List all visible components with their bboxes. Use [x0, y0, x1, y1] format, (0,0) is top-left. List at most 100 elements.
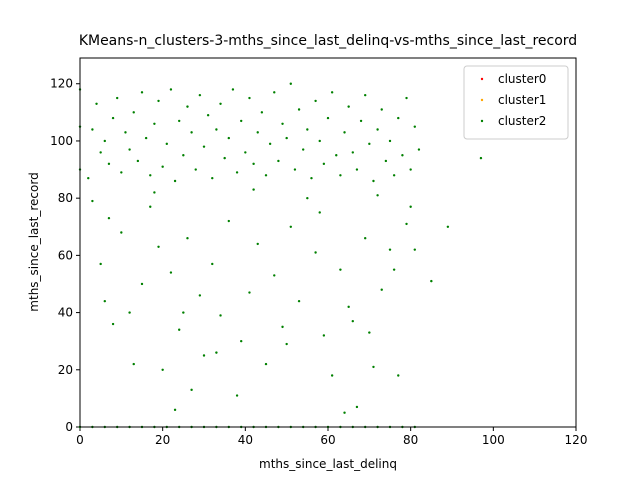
point — [178, 328, 181, 331]
x-tick-label: 100 — [482, 433, 505, 447]
point — [99, 151, 102, 154]
point — [330, 91, 334, 94]
legend-box — [463, 65, 569, 140]
point — [409, 168, 412, 171]
point — [364, 93, 367, 97]
point — [248, 96, 251, 100]
point — [322, 162, 326, 166]
point — [343, 411, 346, 414]
point — [285, 342, 288, 346]
y-axis-label: mths_since_last_record — [27, 172, 41, 311]
point — [409, 205, 412, 208]
chart-title: KMeans-n_clusters-3-mths_since_last_deli… — [79, 33, 577, 49]
point — [215, 128, 218, 131]
point — [149, 205, 152, 208]
point — [202, 145, 206, 148]
point — [306, 196, 309, 200]
point — [264, 362, 268, 366]
point — [235, 394, 239, 397]
x-tick-label: 60 — [320, 433, 335, 447]
point — [95, 102, 98, 105]
legend-marker — [480, 77, 484, 81]
point — [339, 268, 342, 271]
point — [161, 368, 164, 371]
point — [219, 102, 222, 105]
x-tick-label: 20 — [155, 433, 170, 447]
y-tick-label: 60 — [58, 248, 73, 262]
point — [343, 131, 346, 134]
point — [359, 119, 363, 123]
point — [392, 268, 396, 271]
point — [173, 179, 177, 183]
plot-frame — [79, 57, 577, 428]
point — [157, 99, 160, 103]
point — [140, 91, 144, 94]
point — [392, 174, 396, 177]
point — [198, 294, 202, 297]
point — [194, 168, 197, 171]
point — [413, 248, 416, 251]
point — [388, 139, 392, 143]
legend-label: cluster2 — [498, 114, 546, 128]
point — [277, 159, 280, 163]
point — [240, 339, 243, 343]
point — [178, 119, 181, 123]
point — [252, 162, 255, 166]
point — [285, 136, 288, 140]
point — [293, 168, 297, 171]
point — [376, 128, 379, 131]
point — [364, 237, 367, 240]
point — [322, 334, 326, 337]
point — [103, 299, 107, 303]
point — [347, 105, 350, 108]
y-tick-label: 100 — [50, 134, 73, 148]
point — [182, 154, 185, 157]
point — [330, 374, 334, 377]
legend: cluster0 cluster1 cluster2 — [463, 65, 569, 140]
point — [161, 165, 164, 168]
point — [87, 176, 90, 180]
point — [384, 159, 388, 163]
x-tick-label: 80 — [403, 433, 418, 447]
point — [368, 331, 371, 334]
point — [380, 108, 383, 111]
point — [136, 159, 140, 163]
point — [297, 299, 301, 303]
point — [318, 211, 321, 214]
point — [244, 151, 247, 154]
point — [368, 142, 371, 146]
point — [235, 171, 239, 174]
point — [111, 322, 115, 326]
point — [417, 148, 421, 151]
y-tick-label: 40 — [58, 306, 73, 320]
point — [140, 282, 144, 286]
point — [223, 156, 226, 160]
point — [314, 99, 317, 103]
point — [256, 242, 259, 246]
x-tick-label: 0 — [76, 433, 84, 447]
point — [240, 119, 243, 123]
x-tick-label: 40 — [238, 433, 253, 447]
point — [430, 279, 433, 283]
point — [169, 271, 173, 274]
point — [351, 319, 354, 323]
point — [227, 136, 230, 140]
point — [260, 111, 264, 114]
point — [202, 354, 206, 357]
point — [273, 91, 276, 94]
point — [153, 191, 156, 194]
point — [227, 219, 230, 223]
point — [479, 156, 483, 160]
legend-marker — [480, 98, 484, 102]
point — [281, 122, 284, 125]
point — [264, 174, 268, 177]
point — [132, 362, 135, 366]
point — [281, 325, 284, 329]
legend-label: cluster1 — [498, 93, 546, 107]
point — [186, 237, 189, 240]
point — [231, 88, 235, 91]
point — [190, 131, 193, 134]
point — [190, 388, 193, 392]
x-tick-label: 120 — [565, 433, 588, 447]
